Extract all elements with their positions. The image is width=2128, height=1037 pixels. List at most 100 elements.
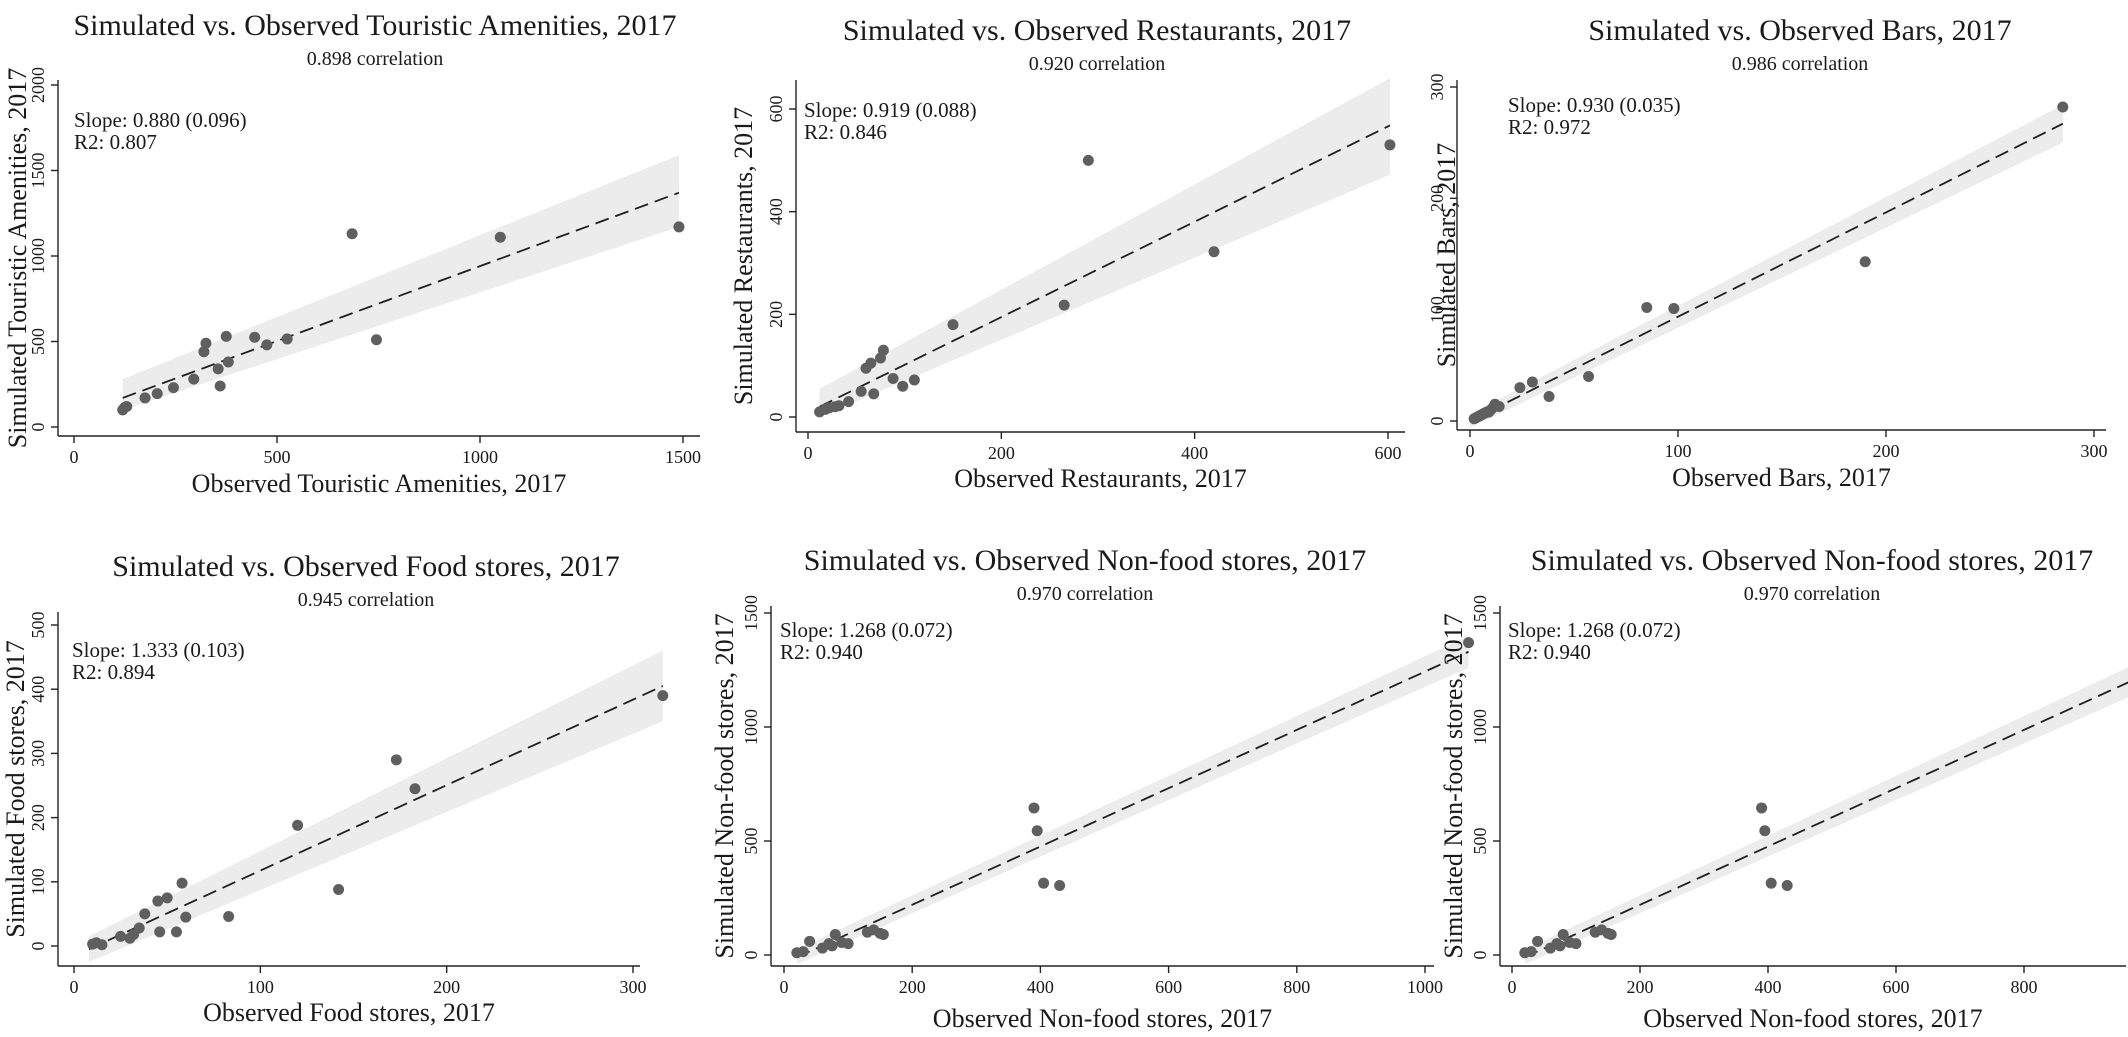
data-point: [1054, 879, 1066, 891]
x-axis-label: Observed Restaurants, 2017: [954, 464, 1246, 493]
correlation-subtitle: 0.986 correlation: [1732, 53, 1869, 75]
x-tick-label: 400: [1755, 977, 1782, 997]
slope-annotation: Slope: 0.930 (0.035): [1508, 93, 1681, 117]
x-tick-label: 800: [2011, 977, 2038, 997]
chart-title: Simulated vs. Observed Non-food stores, …: [1531, 544, 2093, 577]
chart-title: Simulated vs. Observed Bars, 2017: [1588, 14, 2011, 47]
data-point: [198, 346, 210, 358]
data-point: [214, 380, 226, 392]
data-point: [1859, 256, 1871, 268]
x-tick-label: 0: [804, 443, 813, 463]
r2-annotation: R2: 0.846: [804, 120, 887, 144]
y-tick-label: 0: [1470, 951, 1490, 960]
y-tick-label: 500: [28, 612, 48, 639]
x-axis-label: Observed Bars, 2017: [1672, 463, 1891, 492]
data-point: [826, 940, 838, 952]
chart-panel-1: 0 500 1000 1500 0 500 1000 1500 2000 Simulated vs…: [3, 9, 701, 498]
data-point: [1532, 935, 1544, 947]
correlation-subtitle: 0.970 correlation: [1017, 583, 1154, 605]
data-point: [673, 221, 685, 233]
data-point: [133, 922, 145, 934]
data-point: [121, 400, 133, 412]
data-point: [161, 892, 173, 904]
y-tick-label: 300: [1427, 74, 1447, 101]
y-tick-label: 2000: [28, 67, 48, 103]
data-point: [1525, 946, 1537, 958]
data-point: [152, 895, 164, 907]
x-tick-label: 200: [1873, 441, 1900, 461]
fit-line: [1469, 122, 2064, 422]
y-tick-label: 200: [1427, 185, 1447, 212]
x-tick-label: 600: [1155, 977, 1182, 997]
slope-annotation: Slope: 1.333 (0.103): [72, 638, 245, 662]
data-point: [1570, 938, 1582, 950]
data-point: [887, 373, 899, 384]
data-point: [908, 374, 920, 386]
data-point: [897, 380, 909, 392]
data-point: [151, 388, 163, 400]
data-point: [494, 231, 506, 243]
data-point: [1554, 940, 1566, 952]
data-point: [1759, 825, 1771, 837]
r2-annotation: R2: 0.940: [1508, 640, 1591, 664]
slope-annotation: Slope: 1.268 (0.072): [1508, 618, 1681, 642]
data-point: [96, 939, 108, 951]
data-point: [188, 373, 200, 385]
y-tick-label: 100: [28, 868, 48, 895]
slope-annotation: Slope: 1.268 (0.072): [780, 618, 953, 642]
data-point: [829, 928, 841, 940]
x-tick-label: 1000: [462, 447, 498, 467]
x-tick-label: 600: [1375, 443, 1402, 463]
y-tick-label: 500: [28, 328, 48, 355]
y-tick-label: 600: [766, 96, 786, 123]
data-point: [1514, 382, 1526, 394]
y-tick-label: 0: [28, 942, 48, 951]
x-tick-label: 1000: [1407, 977, 1443, 997]
data-point: [843, 396, 855, 408]
chart-title: Simulated vs. Observed Non-food stores, …: [804, 544, 1366, 577]
data-point: [1557, 928, 1569, 940]
data-point: [220, 330, 232, 342]
chart-panel-2: 0 200 400 600 0 200 400 600 Simulated vs. Observ…: [729, 14, 1405, 493]
data-point: [1756, 802, 1768, 814]
data-point: [212, 363, 224, 375]
y-tick-label: 200: [766, 301, 786, 328]
x-tick-label: 200: [988, 443, 1015, 463]
data-point: [167, 382, 179, 394]
data-point: [180, 911, 192, 923]
data-point: [1058, 299, 1070, 311]
x-tick-label: 200: [433, 977, 460, 997]
data-point: [868, 388, 880, 400]
x-tick-label: 0: [780, 977, 789, 997]
fit-line: [88, 685, 664, 951]
confidence-band: [1470, 104, 2063, 428]
data-point: [804, 935, 816, 947]
data-point: [223, 910, 235, 922]
data-point: [170, 926, 182, 938]
confidence-band: [88, 650, 663, 963]
data-point: [657, 690, 669, 702]
data-point: [2057, 101, 2069, 113]
x-tick-label: 100: [1665, 441, 1692, 461]
data-point: [1765, 877, 1777, 889]
data-point: [139, 908, 151, 920]
correlation-subtitle: 0.945 correlation: [298, 589, 435, 611]
data-point: [865, 357, 877, 369]
data-point: [842, 938, 854, 950]
data-point: [249, 331, 261, 343]
x-axis-label: Observed Food stores, 2017: [203, 998, 495, 1027]
y-axis-label: Simulated Touristic Amenities, 2017: [3, 68, 32, 448]
x-tick-label: 400: [1027, 977, 1054, 997]
x-axis-label: Observed Non-food stores, 2017: [933, 1004, 1272, 1033]
y-axis-label: Simulated Non-food stores, 2017: [1439, 613, 1468, 958]
x-tick-label: 600: [1883, 977, 1910, 997]
data-point: [1208, 246, 1220, 258]
correlation-subtitle: 0.970 correlation: [1744, 583, 1881, 605]
r2-annotation: R2: 0.807: [74, 130, 157, 154]
chart-title: Simulated vs. Observed Food stores, 2017: [112, 550, 619, 583]
data-point: [390, 754, 402, 766]
y-tick-label: 400: [28, 676, 48, 703]
data-point: [176, 877, 188, 889]
chart-panel-5: 0 200 400 600 800 1000 0 500 1000 1500 Simulated v…: [710, 544, 1475, 1033]
